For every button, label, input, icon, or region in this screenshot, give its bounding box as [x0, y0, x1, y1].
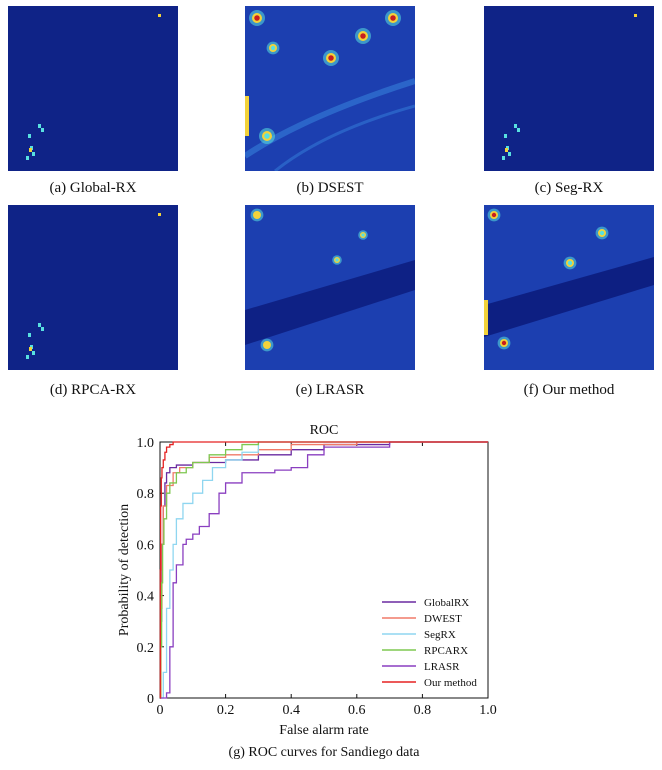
caption-our-method: (f) Our method [523, 382, 615, 398]
heatmap-dsest [245, 6, 415, 171]
anomaly-hotspot [595, 226, 609, 240]
anomaly-hotspot [358, 230, 368, 240]
anomaly-pixel [158, 213, 161, 216]
legend-label: RPCARX [424, 645, 468, 657]
anomaly-pixel [634, 14, 637, 17]
anomaly-pixel [508, 152, 511, 156]
anomaly-pixel [32, 351, 35, 355]
river-feature [484, 257, 654, 337]
edge-feature [484, 300, 488, 335]
anomaly-pixel [28, 134, 31, 138]
anomaly-pixel [514, 124, 517, 128]
heatmap-seg-rx [484, 6, 654, 171]
x-tick-label: 0.8 [414, 703, 432, 718]
anomaly-hotspot [260, 338, 274, 352]
x-tick-label: 0.6 [348, 703, 366, 718]
anomaly-pixel [41, 128, 44, 132]
anomaly-pixel [29, 148, 32, 152]
y-tick-label: 0.4 [137, 590, 155, 605]
anomaly-pixel [32, 152, 35, 156]
anomaly-hotspot [355, 28, 371, 44]
anomaly-hotspot [563, 256, 577, 270]
legend-label: DWEST [424, 613, 462, 625]
anomaly-hotspot [266, 41, 280, 55]
y-tick-label: 0.2 [137, 641, 155, 656]
legend-label: SegRX [424, 629, 456, 641]
map-background [8, 6, 178, 171]
anomaly-pixel [517, 128, 520, 132]
anomaly-pixel [38, 124, 41, 128]
anomaly-hotspot [497, 336, 511, 350]
legend-label: GlobalRX [424, 597, 469, 609]
legend-label: Our method [424, 677, 477, 689]
anomaly-pixel [505, 148, 508, 152]
x-tick-label: 0 [157, 703, 164, 718]
road-feature [274, 104, 415, 171]
anomaly-pixel [504, 134, 507, 138]
anomaly-hotspot [259, 128, 275, 144]
roc-series [159, 441, 488, 699]
legend: GlobalRX DWEST SegRX RPCARX LRASR Our method [382, 597, 477, 689]
anomaly-hotspot [250, 208, 264, 222]
anomaly-pixel [29, 347, 32, 351]
legend-label: LRASR [424, 661, 460, 673]
series-line-lrasr [160, 441, 488, 699]
heatmap-rpca-rx [8, 205, 178, 370]
y-axis-label: Probability of detection [117, 504, 132, 636]
x-axis-label: False alarm rate [279, 723, 368, 738]
anomaly-pixel [38, 323, 41, 327]
anomaly-hotspot [323, 50, 339, 66]
road-feature [245, 78, 415, 159]
anomaly-pixel [28, 333, 31, 337]
anomaly-pixel [158, 14, 161, 17]
y-tick-label: 0.6 [137, 538, 155, 553]
anomaly-hotspot [332, 255, 342, 265]
map-background [484, 6, 654, 171]
plot-frame [159, 441, 489, 699]
caption-dsest: (b) DSEST [296, 180, 364, 196]
caption-rpca-rx: (d) RPCA-RX [49, 382, 137, 398]
y-tick-label: 0.8 [137, 487, 155, 502]
series-line-our-method [159, 441, 488, 699]
anomaly-hotspot [385, 10, 401, 26]
roc-chart: ROC 0 0.2 0.4 0.6 0.8 1.0 0 0.2 0.4 0.6 0.8 1.0 Gl… [117, 423, 497, 760]
anomaly-hotspot [249, 10, 265, 26]
caption-seg-rx: (c) Seg-RX [534, 180, 604, 196]
anomaly-pixel [41, 327, 44, 331]
heatmap-lrasr [245, 205, 415, 370]
map-background [8, 205, 178, 370]
chart-caption: (g) ROC curves for Sandiego data [229, 745, 421, 760]
caption-global-rx: (a) Global-RX [49, 180, 137, 196]
series-line-segrx [160, 441, 488, 699]
chart-title: ROC [310, 423, 339, 438]
x-tick-label: 0.4 [282, 703, 300, 718]
edge-feature [245, 96, 249, 136]
anomaly-pixel [26, 355, 29, 359]
y-tick-label: 0 [147, 692, 154, 707]
x-tick-label: 0.2 [217, 703, 235, 718]
heatmap-our-method [484, 205, 654, 370]
y-axis-ticks: 0 0.2 0.4 0.6 0.8 1.0 [137, 436, 164, 707]
y-tick-label: 1.0 [137, 436, 155, 451]
heatmap-global-rx [8, 6, 178, 171]
anomaly-pixel [502, 156, 505, 160]
x-tick-label: 1.0 [479, 703, 497, 718]
series-line-rpcarx [160, 441, 488, 699]
caption-lrasr: (e) LRASR [295, 382, 365, 398]
anomaly-hotspot [487, 208, 501, 222]
river-feature [245, 260, 415, 345]
anomaly-pixel [26, 156, 29, 160]
